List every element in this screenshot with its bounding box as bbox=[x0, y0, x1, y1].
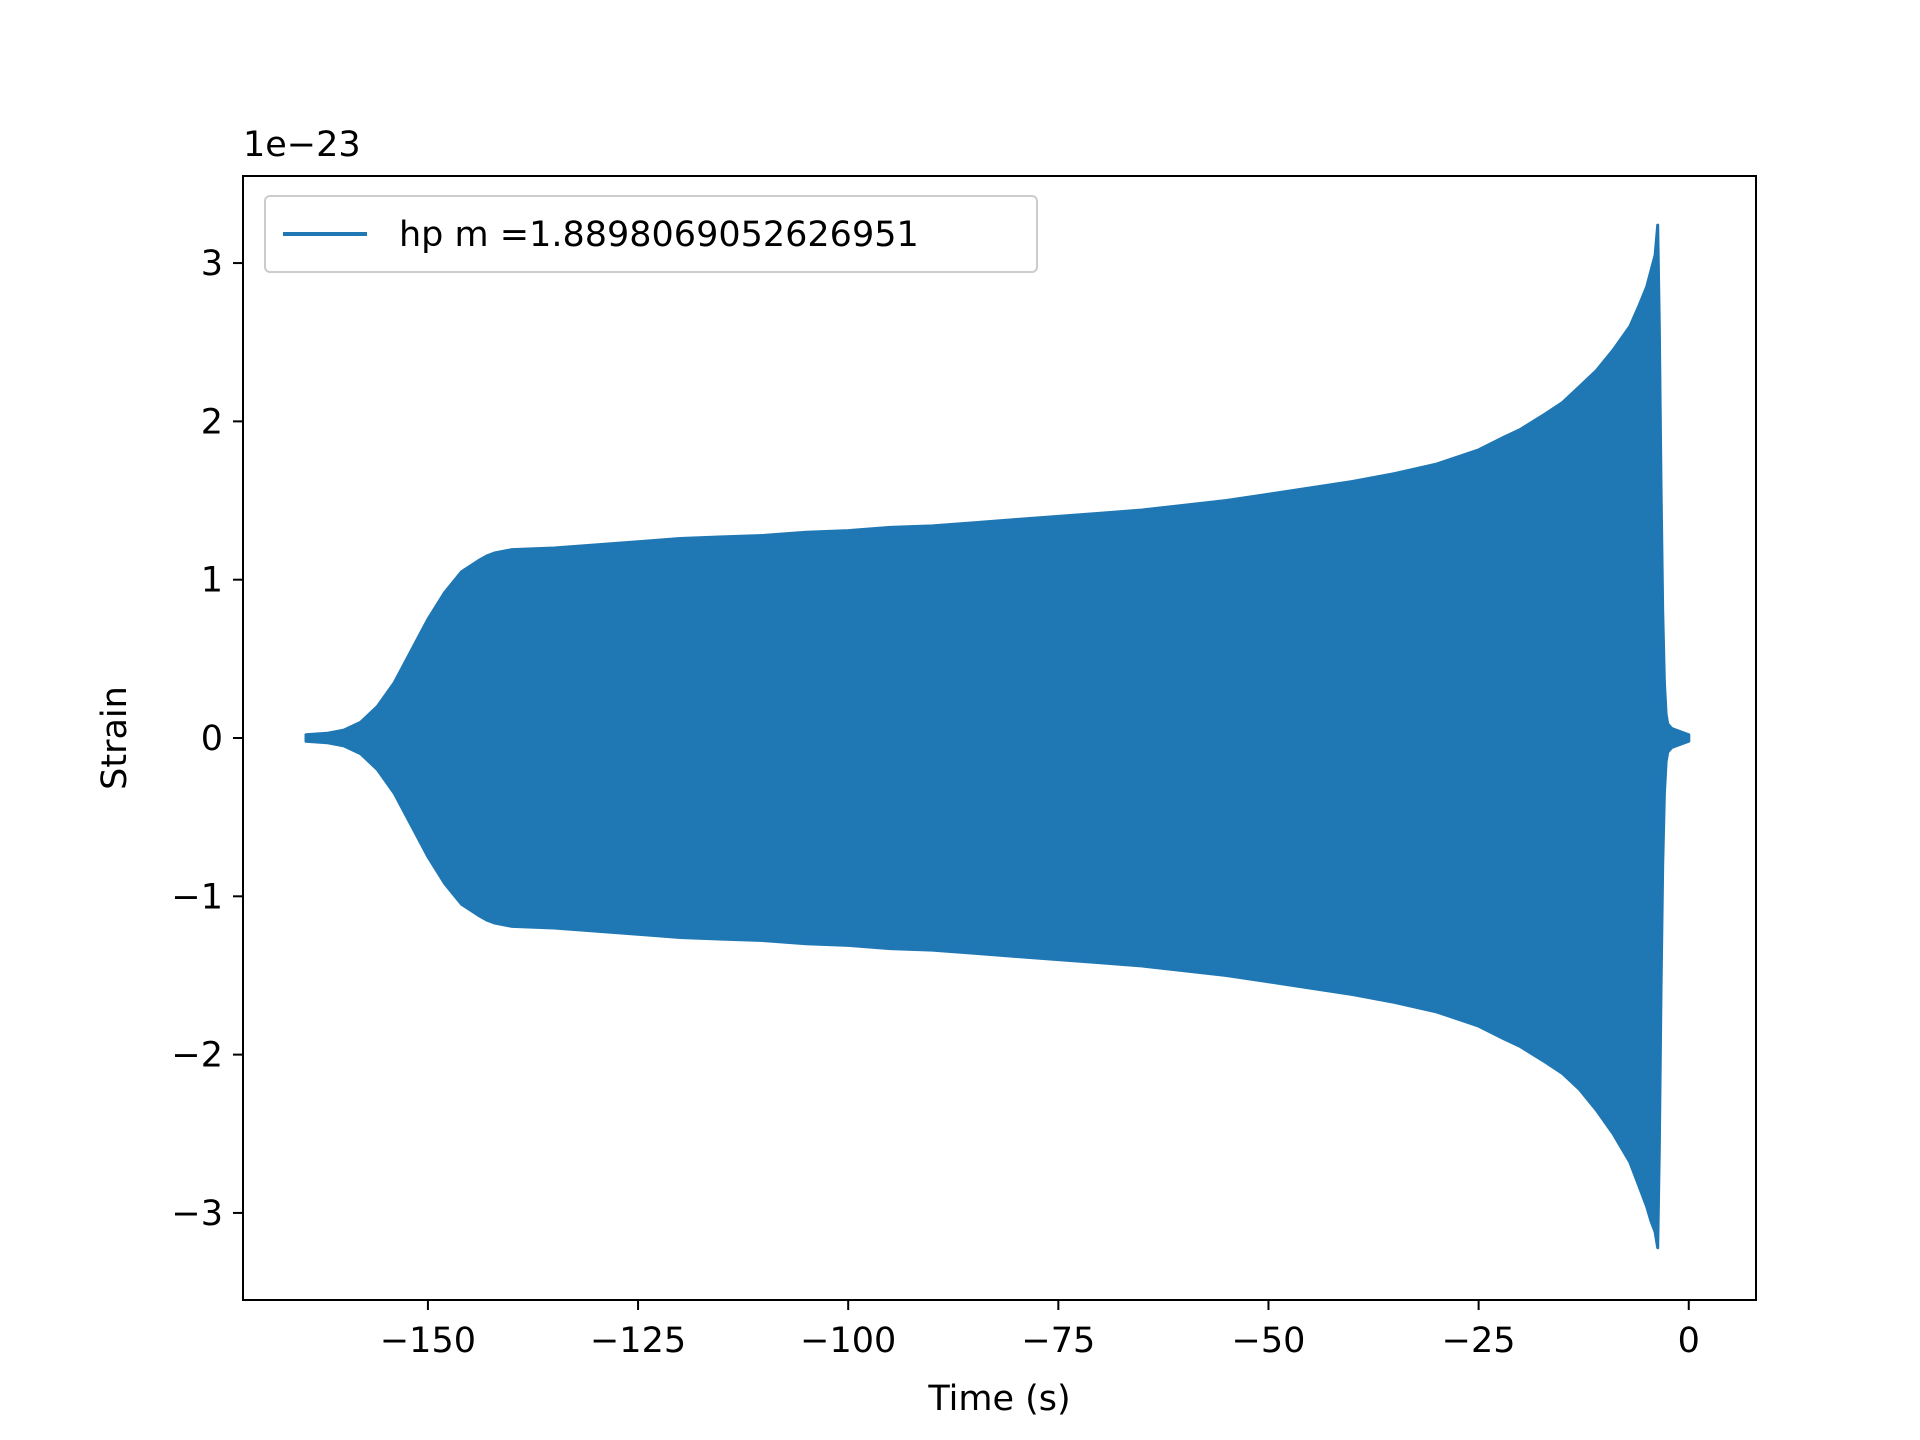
y-axis: 3 2 1 0 −1 −2 −3 bbox=[171, 244, 243, 1234]
x-axis-label: Time (s) bbox=[927, 1379, 1070, 1419]
y-tick-label: −1 bbox=[171, 877, 223, 917]
y-tick-label: 3 bbox=[201, 244, 223, 284]
legend: hp m =1.8898069052626951 bbox=[264, 195, 1038, 273]
y-tick-label: 2 bbox=[201, 402, 223, 442]
legend-box bbox=[264, 195, 1038, 273]
x-tick-label: −75 bbox=[1021, 1321, 1095, 1361]
y-axis-label: Strain bbox=[95, 686, 135, 790]
y-tick-label: 0 bbox=[201, 719, 223, 759]
y-tick-label: 1 bbox=[201, 561, 223, 601]
x-tick-label: −50 bbox=[1232, 1321, 1306, 1361]
x-axis: −150 −125 −100 −75 −50 −25 0 bbox=[380, 1300, 1700, 1361]
x-tick-label: −125 bbox=[590, 1321, 686, 1361]
x-tick-label: −25 bbox=[1442, 1321, 1516, 1361]
plot-area bbox=[304, 223, 1691, 1250]
x-tick-label: −100 bbox=[800, 1321, 896, 1361]
x-tick-label: −150 bbox=[380, 1321, 476, 1361]
x-tick-label: 0 bbox=[1678, 1321, 1700, 1361]
legend-label: hp m =1.8898069052626951 bbox=[399, 215, 919, 255]
series-waveform bbox=[304, 223, 1691, 1250]
y-axis-offset-text: 1e−23 bbox=[243, 125, 361, 165]
y-tick-label: −2 bbox=[171, 1036, 223, 1076]
y-tick-label: −3 bbox=[171, 1194, 223, 1234]
